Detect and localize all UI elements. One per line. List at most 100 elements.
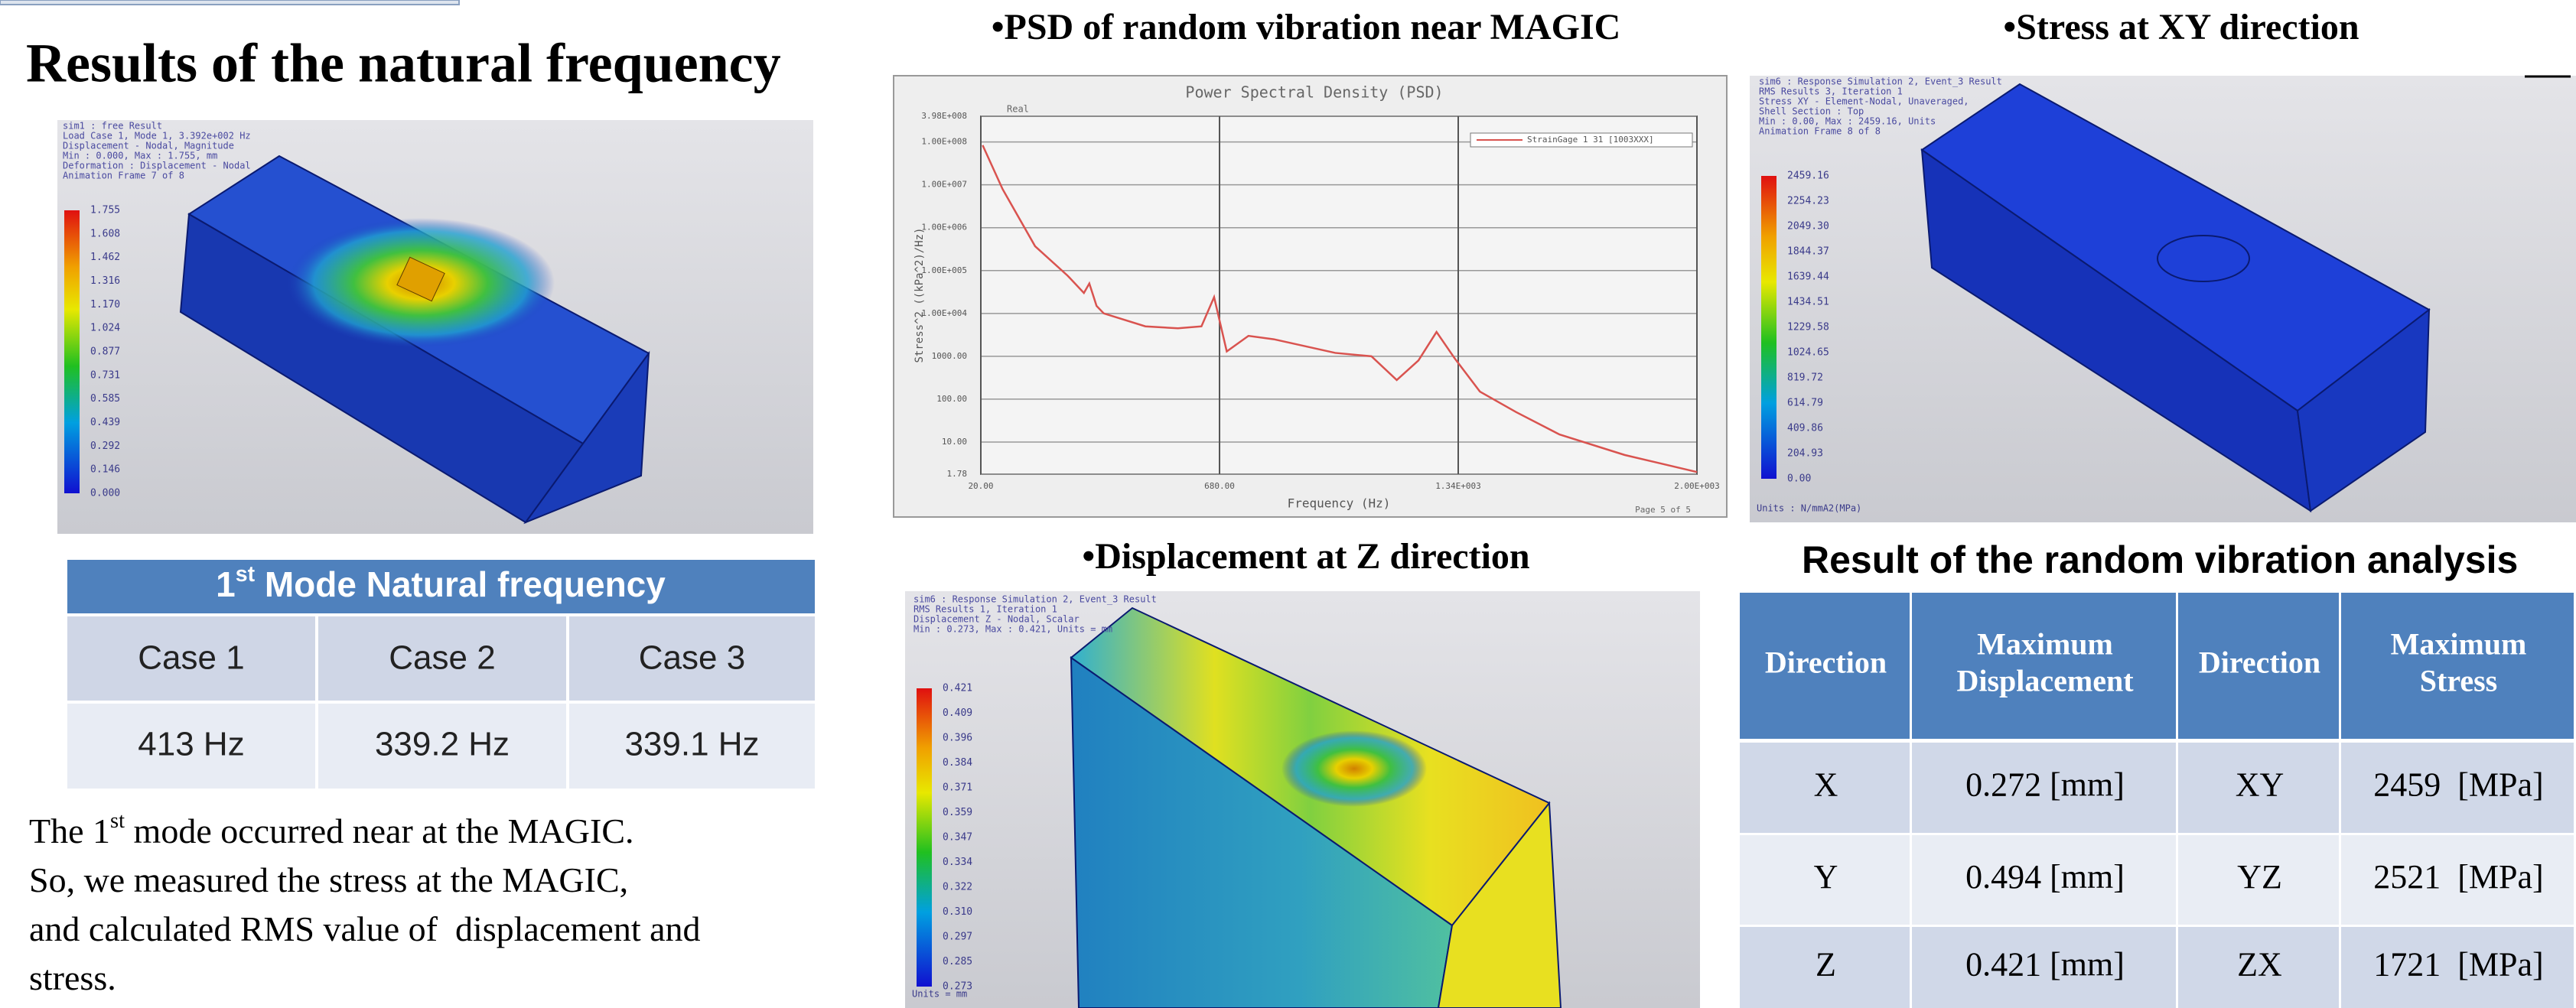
x-axis-label: Frequency (Hz)	[1288, 496, 1391, 511]
table-cell: YZ	[2237, 858, 2282, 896]
units-label: Units = mm	[912, 989, 967, 1000]
legend-label: StrainGage 1 31 [1003XXX]	[1527, 135, 1654, 145]
table-cell: 2459 [MPa]	[2373, 766, 2543, 804]
table-header-cell: Direction	[2199, 645, 2320, 680]
table-header-cell: Case 1	[138, 639, 244, 677]
legend-value: 0.439	[90, 417, 120, 428]
legend-value: 0.00	[1787, 473, 1811, 485]
table-cell: 1721 [MPa]	[2373, 946, 2543, 984]
y-tick-label: 1.00E+007	[921, 180, 967, 190]
color-bar	[1761, 176, 1776, 479]
legend-value: 0.285	[943, 956, 972, 967]
fea-header-line: Load Case 1, Mode 1, 3.392e+002 Hz	[63, 131, 251, 141]
legend-value: 1434.51	[1787, 297, 1829, 308]
y-axis-label: Stress^2 ((kPa^2)/Hz)	[913, 227, 926, 363]
color-bar	[917, 688, 932, 987]
plot-area	[981, 116, 1697, 474]
text-part: stress.	[29, 958, 116, 997]
text-part: mode occurred near at the MAGIC.	[125, 811, 633, 850]
text-part: The 1	[29, 811, 110, 850]
fea-header-line: Min : 0.273, Max : 0.421, Units = mm	[913, 624, 1112, 635]
y-tick-label: 1.00E+005	[921, 265, 967, 275]
note-line: So, we measured the stress at the MAGIC,	[29, 860, 628, 899]
section-heading: •Displacement at Z direction	[1082, 536, 1529, 577]
table-header-cell: Stress	[2420, 664, 2497, 698]
table-cell: 0.494 [mm]	[1965, 858, 2125, 896]
note-line: stress.	[29, 958, 116, 997]
table-cell: 0.272 [mm]	[1965, 766, 2125, 804]
legend-value: 1.316	[90, 275, 120, 287]
superscript: st	[236, 562, 256, 587]
y-tick-label: 3.98E+008	[921, 111, 967, 121]
table-cell: 0.421 [mm]	[1965, 946, 2125, 984]
units-label: Units : N/mmA2(MPa)	[1757, 503, 1861, 514]
legend-value: 0.359	[943, 807, 972, 818]
legend-value: 0.585	[90, 393, 120, 405]
fea-header-line: Animation Frame 7 of 8	[63, 171, 184, 181]
slide: Results of the natural frequency sim1 : f…	[0, 0, 2576, 1008]
x-tick-label: 2.00E+003	[1674, 481, 1720, 491]
page-note: Page 5 of 5	[1635, 505, 1691, 515]
legend-value: 2459.16	[1787, 171, 1829, 182]
text-part: So, we measured the stress at the MAGIC,	[29, 860, 628, 899]
fea-header-line: Deformation : Displacement - Nodal	[63, 161, 251, 171]
legend-value: 1.755	[90, 205, 120, 216]
top-frame	[0, 0, 459, 5]
color-bar	[64, 210, 80, 493]
legend-value: 819.72	[1787, 372, 1823, 384]
legend-value: 1229.58	[1787, 322, 1829, 333]
y-tick-label: 1.00E+004	[921, 308, 967, 318]
table-cell: XY	[2236, 766, 2285, 804]
legend-value: 614.79	[1787, 398, 1823, 409]
table-cell: 413 Hz	[138, 726, 244, 763]
legend-value: 0.409	[943, 707, 972, 719]
fea-header-line: Stress XY - Element-Nodal, Unaveraged,	[1759, 96, 1969, 107]
fea-header-line: Displacement Z - Nodal, Scalar	[913, 614, 1080, 625]
table-title: 1st Mode Natural frequency	[216, 562, 666, 605]
fea-header-line: Animation Frame 8 of 8	[1759, 126, 1881, 137]
x-tick-label: 20.00	[968, 481, 993, 491]
page: Results of the natural frequency sim1 : f…	[0, 0, 2576, 1008]
table-header-cell: Direction	[1765, 645, 1887, 680]
fea-header-line: Min : 0.00, Max : 2459.16, Units	[1759, 116, 1936, 127]
chart-title: Power Spectral Density (PSD)	[1185, 83, 1443, 102]
y-tick-label: 1000.00	[932, 351, 967, 361]
legend-value: 0.297	[943, 932, 972, 943]
fea-header-line: sim6 : Response Simulation 2, Event_3 Re…	[1759, 76, 2002, 87]
legend-value: 1024.65	[1787, 347, 1829, 359]
legend-value: 0.396	[943, 733, 972, 744]
table-header-cell: Displacement	[1956, 664, 2134, 698]
legend-value: 2254.23	[1787, 196, 1829, 207]
note-line: and calculated RMS value of displacement…	[29, 909, 701, 948]
legend-value: 0.877	[90, 346, 120, 358]
hotspot	[1281, 730, 1427, 807]
table-cell: 339.1 Hz	[624, 726, 759, 763]
legend-value: 1844.37	[1787, 246, 1829, 258]
legend-value: 0.000	[90, 488, 120, 499]
legend-value: 0.421	[943, 683, 972, 694]
legend-value: 0.384	[943, 757, 972, 769]
y-tick-label: 1.00E+008	[921, 137, 967, 147]
legend-value: 1.170	[90, 299, 120, 311]
text-part: Mode Natural frequency	[255, 564, 666, 604]
section-heading: •Stress at XY direction	[2003, 7, 2359, 47]
legend-value: 1.462	[90, 252, 120, 263]
table-header-cell: Case 3	[639, 639, 745, 677]
legend-value: 0.292	[90, 441, 120, 452]
table-cell: Y	[1814, 858, 1838, 896]
slide-title: Results of the natural frequency	[26, 33, 781, 94]
table-cell: 2521 [MPa]	[2373, 858, 2543, 896]
fea-header-line: RMS Results 3, Iteration 1	[1759, 86, 1903, 97]
legend-value: 0.322	[943, 882, 972, 893]
x-tick-label: 680.00	[1204, 481, 1235, 491]
legend-value: 0.347	[943, 832, 972, 844]
legend-value: 0.371	[943, 782, 972, 794]
legend-value: 409.86	[1787, 423, 1823, 434]
table-cell: Z	[1816, 946, 1836, 984]
legend-value: 1.024	[90, 323, 120, 334]
y-tick-label: 1.00E+006	[921, 223, 967, 232]
fea-header-line: sim1 : free Result	[63, 121, 162, 132]
text-part: and calculated RMS value of displacement…	[29, 909, 701, 948]
table-header-cell: Maximum	[2391, 627, 2527, 662]
y-tick-label: 100.00	[936, 394, 967, 404]
